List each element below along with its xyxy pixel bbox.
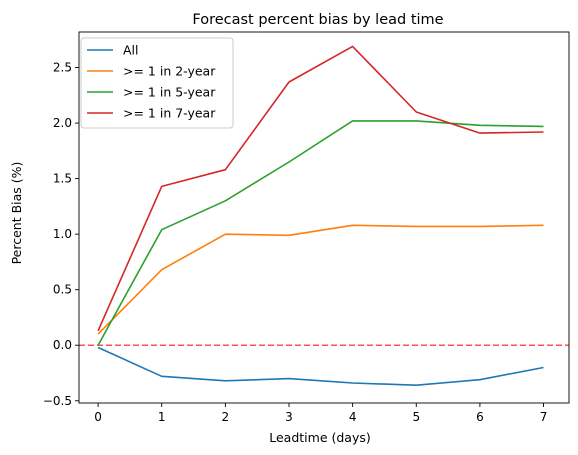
plot-area bbox=[79, 45, 569, 387]
series-line-0 bbox=[97, 346, 544, 387]
legend-label: >= 1 in 2-year bbox=[123, 64, 216, 79]
series-line-1 bbox=[97, 224, 544, 335]
y-tick-label: 0.0 bbox=[53, 338, 72, 352]
legend-label: All bbox=[123, 43, 139, 58]
chart-title: Forecast percent bias by lead time bbox=[192, 12, 443, 28]
y-tick-label: 0.5 bbox=[53, 283, 72, 297]
legend-label: >= 1 in 5-year bbox=[123, 85, 216, 100]
legend: All >= 1 in 2-year >= 1 in 5-year >= 1 in 7… bbox=[80, 37, 234, 129]
y-tick-label: 1.0 bbox=[53, 227, 72, 241]
x-tick-label: 7 bbox=[540, 410, 548, 424]
y-tick-label: 2.5 bbox=[53, 61, 72, 75]
x-tick-label: 1 bbox=[158, 410, 166, 424]
y-tick-label: −0.5 bbox=[43, 394, 72, 408]
legend-label: >= 1 in 7-year bbox=[123, 106, 216, 121]
y-axis: −0.5 0.0 0.5 1.0 1.5 2.0 2.5 bbox=[43, 61, 79, 408]
plot-frame bbox=[78, 31, 570, 404]
x-tick-label: 3 bbox=[285, 410, 293, 424]
x-tick-label: 6 bbox=[476, 410, 484, 424]
y-tick-label: 1.5 bbox=[53, 172, 72, 186]
x-tick-label: 5 bbox=[412, 410, 420, 424]
y-tick-label: 2.0 bbox=[53, 116, 72, 130]
legend-box bbox=[80, 37, 234, 129]
x-axis-label: Leadtime (days) bbox=[269, 430, 371, 445]
x-axis: 0 1 2 3 4 5 6 7 bbox=[94, 403, 547, 424]
x-tick-label: 4 bbox=[349, 410, 357, 424]
x-tick-label: 0 bbox=[94, 410, 102, 424]
y-axis-label: Percent Bias (%) bbox=[9, 162, 24, 265]
x-tick-label: 2 bbox=[222, 410, 230, 424]
series-line-2 bbox=[97, 120, 544, 346]
series-line-3 bbox=[97, 45, 544, 332]
